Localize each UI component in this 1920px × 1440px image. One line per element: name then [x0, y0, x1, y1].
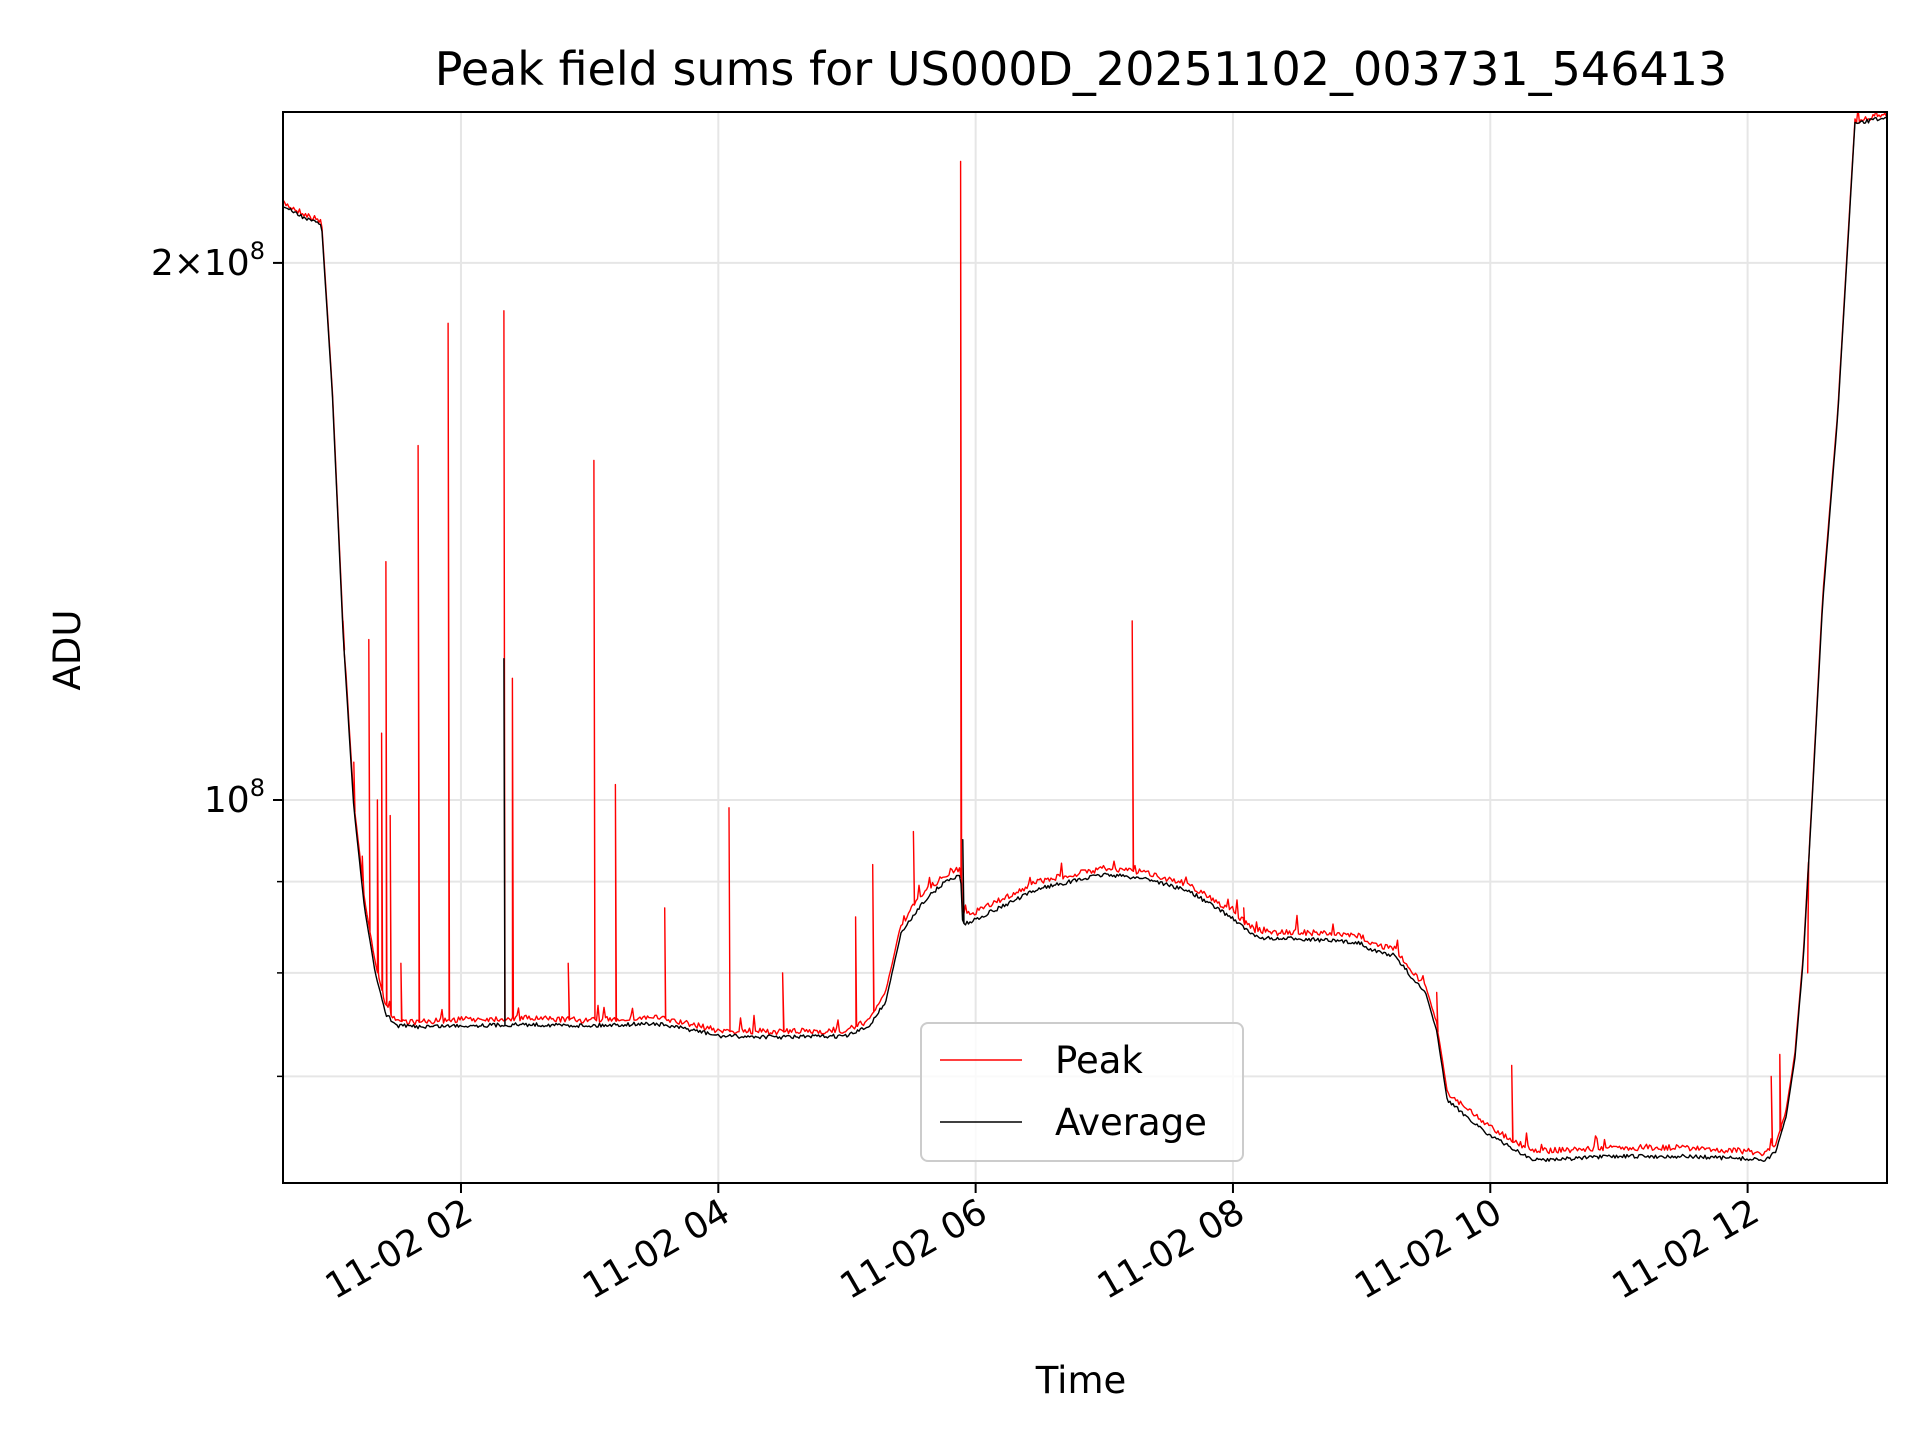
legend: Peak Average	[920, 1022, 1244, 1162]
grid	[283, 112, 1887, 1183]
y-tick-label: 108	[204, 774, 265, 821]
series-layer	[283, 112, 1887, 1163]
x-axis-label: Time	[1035, 1359, 1127, 1402]
y-tick-label: 2×108	[151, 237, 265, 284]
series-line-average	[283, 116, 1887, 1163]
y-axis-label: ADU	[46, 610, 89, 691]
legend-label-average: Average	[1055, 1101, 1207, 1144]
legend-box	[920, 1022, 1244, 1162]
chart-title: Peak field sums for US000D_20251102_0037…	[435, 42, 1728, 96]
plot-frame	[282, 111, 1888, 1184]
series-group	[283, 112, 1887, 1163]
series-line-peak	[283, 112, 1887, 1157]
legend-label-peak: Peak	[1055, 1039, 1143, 1082]
